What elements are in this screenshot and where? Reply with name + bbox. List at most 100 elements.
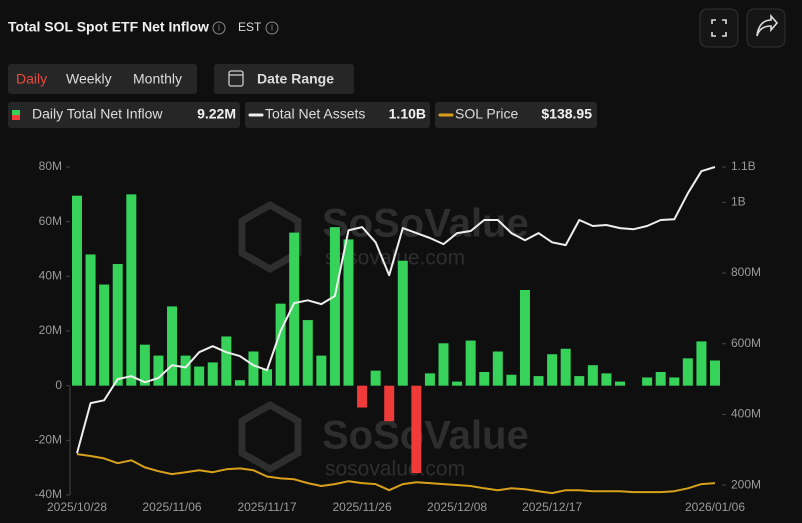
fullscreen-icon — [711, 19, 727, 37]
bar — [696, 341, 707, 386]
legend-chip[interactable] — [245, 102, 430, 128]
legend-label: Total Net Assets — [265, 106, 365, 122]
tab-weekly[interactable]: Weekly — [66, 71, 112, 87]
bar — [329, 227, 340, 386]
share-icon — [756, 13, 779, 37]
y2-tick-label: 200M — [731, 477, 761, 491]
watermark-text: SoSoValue — [322, 202, 529, 246]
bar — [492, 351, 503, 386]
bar — [153, 355, 164, 386]
bar — [465, 340, 476, 386]
bar — [316, 355, 327, 386]
share-button[interactable] — [746, 8, 786, 48]
bar — [207, 362, 218, 386]
info-icon-glyph: i — [271, 22, 273, 32]
bar — [574, 376, 585, 386]
date-range-button[interactable] — [214, 64, 354, 94]
legend-value: 9.22M — [197, 106, 236, 122]
bar — [180, 355, 191, 386]
fullscreen-button[interactable] — [699, 8, 739, 48]
bar — [167, 306, 178, 386]
bar — [343, 239, 354, 386]
bar — [221, 336, 232, 386]
bar — [601, 373, 612, 386]
legend-swatch — [12, 110, 20, 115]
y2-tick-label: 400M — [731, 407, 761, 421]
bar — [479, 372, 490, 386]
watermark-url: sosovalue.com — [325, 458, 465, 481]
bar — [682, 358, 693, 386]
bar — [262, 369, 273, 386]
y-tick-label: -40M — [35, 487, 62, 501]
bar — [587, 365, 598, 386]
timezone[interactable]: EST — [238, 20, 262, 34]
bar — [710, 360, 720, 386]
x-tick-label: 2025/12/17 — [522, 500, 582, 514]
x-tick-label: 2025/10/28 — [47, 500, 107, 514]
bar — [560, 348, 571, 386]
bar — [424, 373, 435, 386]
tab-group — [8, 64, 197, 94]
bar — [370, 370, 381, 386]
x-tick-label: 2025/11/17 — [237, 500, 296, 514]
y-tick-label: -20M — [35, 433, 62, 447]
calendar-icon — [228, 70, 244, 87]
y2-tick-label: 600M — [731, 336, 761, 350]
legend-value: $138.95 — [541, 106, 592, 122]
bar — [669, 377, 680, 386]
y-tick-label: 40M — [39, 269, 62, 283]
legend-swatch — [12, 115, 20, 120]
x-tick-label: 2025/11/26 — [332, 500, 391, 514]
legend-value: 1.10B — [389, 106, 426, 122]
bar — [112, 264, 123, 386]
legend-chip[interactable] — [8, 102, 240, 128]
bar — [248, 351, 259, 386]
bar — [384, 385, 395, 422]
y2-tick-label: 1B — [731, 195, 746, 209]
info-icon[interactable] — [265, 21, 279, 35]
x-tick-label: 2025/11/06 — [142, 500, 201, 514]
bar — [506, 374, 517, 386]
legend-label: Daily Total Net Inflow — [32, 106, 163, 122]
legend-label: SOL Price — [455, 106, 518, 122]
watermark: SoSoValue sosovalue.com SoSoValue sosova… — [238, 200, 529, 481]
y-tick-label: 60M — [39, 214, 62, 228]
y-tick-label: 80M — [39, 159, 62, 173]
line — [76, 166, 716, 454]
tab-monthly[interactable]: Monthly — [133, 71, 182, 87]
legend-chip[interactable] — [435, 102, 597, 128]
bar — [397, 260, 408, 386]
y2-tick-label: 1.1B — [731, 159, 756, 173]
bar — [275, 303, 286, 386]
bar — [357, 385, 368, 408]
bar — [139, 344, 150, 386]
bar — [234, 380, 245, 386]
tab-daily[interactable]: Daily — [16, 71, 47, 87]
bar — [655, 372, 666, 386]
line — [76, 453, 716, 495]
watermark-text: SoSoValue — [322, 414, 529, 458]
bar — [289, 232, 300, 386]
bar — [72, 195, 82, 386]
bar — [519, 290, 530, 386]
bar — [533, 376, 544, 386]
watermark-logo — [238, 200, 302, 274]
bar — [547, 354, 558, 386]
y-tick-label: 0 — [55, 378, 62, 392]
bar — [642, 377, 653, 386]
bar — [614, 381, 625, 386]
bar — [438, 343, 449, 386]
bar — [194, 366, 205, 386]
bar — [85, 254, 96, 386]
info-icon-glyph: i — [218, 22, 220, 32]
x-tick-label: 2026/01/06 — [685, 500, 745, 514]
bar — [452, 381, 463, 386]
y-tick-label: 20M — [39, 323, 62, 337]
bar — [126, 194, 137, 386]
date-range-label: Date Range — [257, 71, 334, 87]
watermark-logo — [238, 400, 302, 474]
bar — [302, 320, 313, 386]
info-icon[interactable] — [212, 21, 226, 35]
bar — [411, 385, 422, 474]
